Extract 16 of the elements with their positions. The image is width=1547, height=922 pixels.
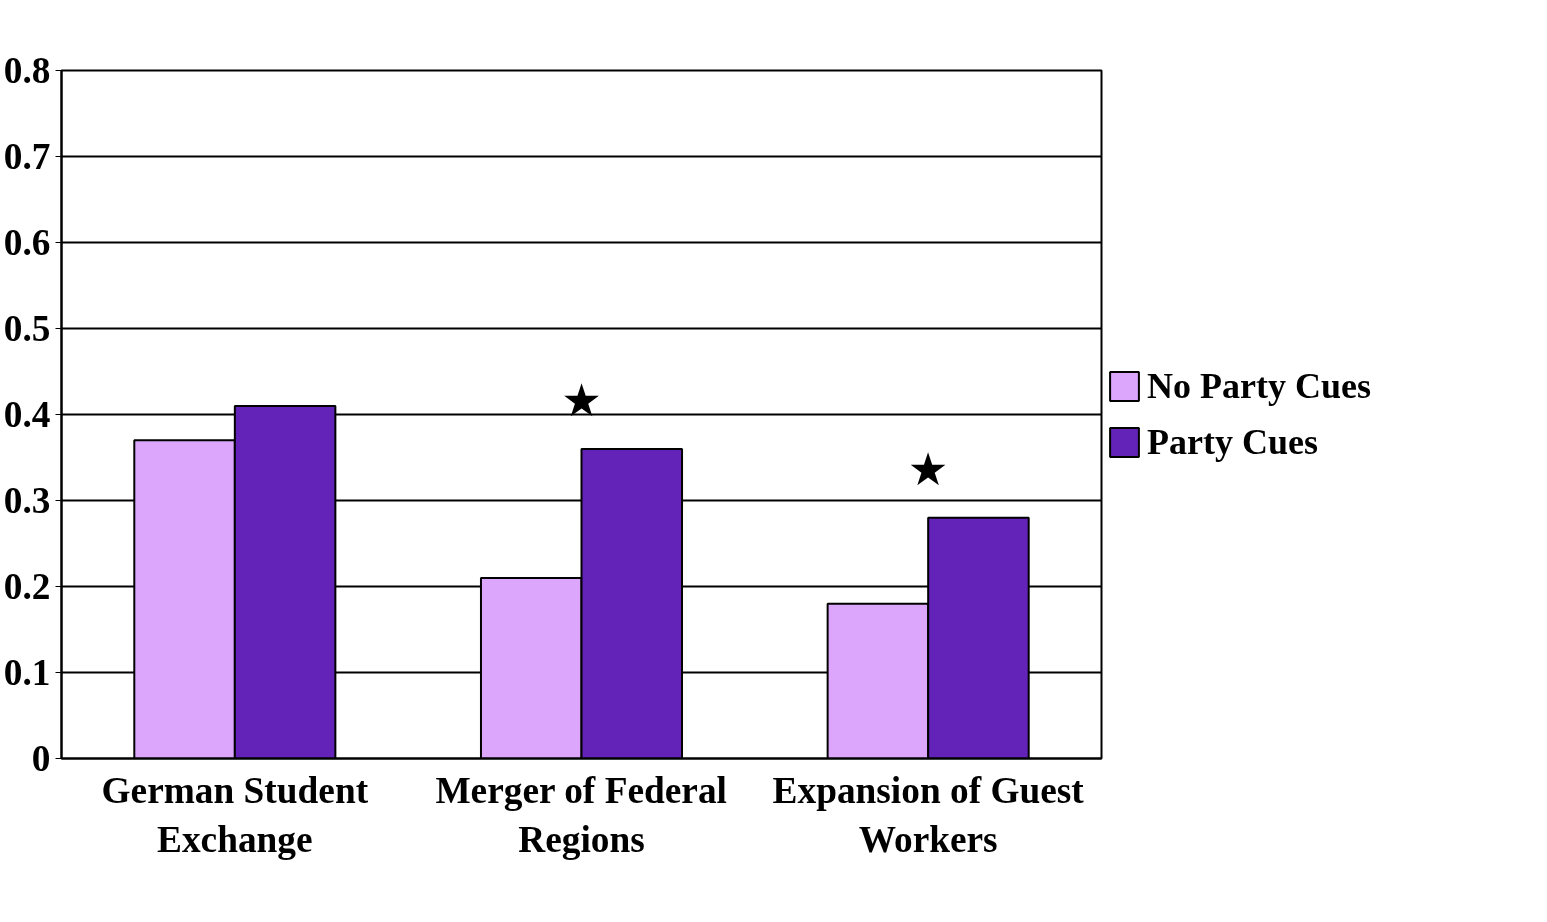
y-tick-label: 0.1 (3, 652, 51, 693)
x-tick-label: German Student Exchange (101, 769, 369, 860)
y-tick-label: 0.6 (3, 222, 51, 263)
y-tick-label: 0 (31, 738, 51, 779)
y-tick-label: 0.3 (3, 480, 51, 521)
x-tick-label: Merger of Federal Regions (435, 769, 727, 860)
y-tick-label: 0.4 (3, 394, 51, 435)
y-tick-label: 0.2 (3, 566, 51, 607)
x-tick-label: Expansion of Guest Workers (772, 769, 1085, 860)
y-tick-label: 0.5 (3, 308, 51, 349)
legend-label: No Party Cues (1147, 365, 1371, 407)
annotation: ★ (907, 442, 949, 496)
legend-label: Party Cues (1147, 421, 1318, 463)
annotation: ★ (561, 373, 602, 427)
y-tick-label: 0.7 (3, 136, 51, 177)
y-tick-label: 0.8 (3, 50, 51, 91)
